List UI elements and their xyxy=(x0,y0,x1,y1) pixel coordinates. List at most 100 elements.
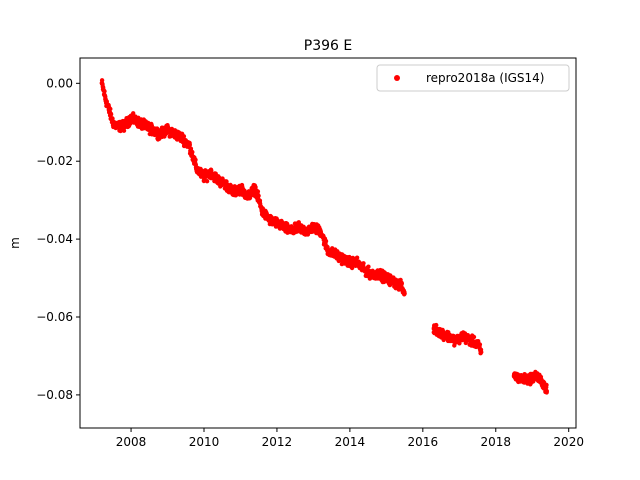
data-point xyxy=(204,179,210,184)
data-point xyxy=(260,209,265,214)
x-tick-label: 2016 xyxy=(408,435,439,449)
data-point xyxy=(121,124,127,129)
data-point xyxy=(107,108,112,113)
legend-box xyxy=(376,64,570,92)
data-point xyxy=(245,194,250,199)
y-tick-label: −0.04 xyxy=(36,232,73,246)
y-tick-label: −0.02 xyxy=(36,154,73,168)
data-point xyxy=(201,174,207,179)
data-point xyxy=(347,260,353,265)
data-point xyxy=(355,260,360,265)
data-point xyxy=(376,272,382,277)
data-point xyxy=(296,225,301,230)
data-point xyxy=(231,190,236,195)
data-point xyxy=(369,272,374,277)
legend: repro2018a (IGS14) xyxy=(376,64,570,92)
data-point xyxy=(187,143,192,148)
data-point xyxy=(150,127,156,133)
data-point xyxy=(434,322,439,328)
data-point xyxy=(303,229,309,234)
data-point xyxy=(165,127,170,133)
data-point xyxy=(446,334,451,339)
data-point xyxy=(143,124,148,129)
data-point xyxy=(453,338,458,343)
data-point xyxy=(193,157,198,162)
y-tick-label: −0.06 xyxy=(36,310,73,324)
data-point xyxy=(340,256,345,261)
data-point xyxy=(431,326,436,331)
data-point xyxy=(471,334,477,340)
data-point xyxy=(402,291,407,296)
data-point xyxy=(223,182,229,187)
data-point xyxy=(128,116,134,121)
data-point xyxy=(102,89,107,94)
y-axis: 0.00 −0.02 −0.04 −0.06 −0.08 xyxy=(36,76,80,402)
data-point xyxy=(544,382,549,388)
plot-area-frame xyxy=(79,57,577,429)
data-point xyxy=(544,388,549,394)
x-tick-label: 2018 xyxy=(480,435,511,449)
x-tick-label: 2014 xyxy=(335,435,366,449)
data-point xyxy=(457,341,462,346)
data-point xyxy=(158,131,163,137)
data-point xyxy=(460,334,466,339)
data-points xyxy=(99,78,549,395)
data-point xyxy=(541,381,546,386)
data-point xyxy=(252,186,258,191)
data-point xyxy=(438,330,444,335)
data-point xyxy=(114,124,119,129)
data-point xyxy=(190,149,195,155)
data-point xyxy=(194,166,199,172)
data-point xyxy=(99,81,105,86)
data-point xyxy=(209,170,214,176)
data-point xyxy=(149,123,154,128)
data-point xyxy=(361,261,366,266)
data-point xyxy=(255,189,261,194)
data-point xyxy=(323,238,329,244)
data-point xyxy=(256,193,261,198)
x-axis: 2008 2010 2012 2014 2016 2018 2020 xyxy=(116,428,584,449)
data-point xyxy=(238,186,243,191)
data-point xyxy=(384,275,389,281)
data-point xyxy=(274,221,280,226)
data-point xyxy=(216,178,221,183)
x-tick-label: 2020 xyxy=(553,435,584,449)
data-point xyxy=(366,264,371,269)
data-point xyxy=(110,120,116,125)
y-tick-label: −0.08 xyxy=(36,388,73,402)
data-point xyxy=(121,128,127,133)
data-point xyxy=(479,349,484,355)
chart-title: P396 E xyxy=(304,38,352,54)
y-tick-label: 0.00 xyxy=(46,76,73,90)
data-point xyxy=(131,111,136,116)
data-point xyxy=(468,338,473,343)
legend-marker xyxy=(394,75,400,81)
data-point xyxy=(526,377,531,382)
legend-label: repro2018a (IGS14) xyxy=(426,71,544,85)
y-axis-label: m xyxy=(8,237,22,249)
data-point xyxy=(519,377,524,382)
data-point xyxy=(333,252,338,257)
data-point xyxy=(533,373,539,378)
data-point xyxy=(311,225,316,230)
data-point xyxy=(108,112,114,117)
data-point xyxy=(398,283,404,288)
data-point xyxy=(391,279,396,285)
data-point xyxy=(179,135,185,140)
data-point xyxy=(475,342,480,347)
data-point xyxy=(318,229,323,234)
data-point xyxy=(511,373,517,378)
data-point xyxy=(282,225,287,230)
data-point xyxy=(172,131,177,137)
data-point xyxy=(267,217,272,222)
data-point xyxy=(136,120,141,125)
data-point xyxy=(325,248,331,253)
x-tick-label: 2010 xyxy=(189,435,220,449)
data-point xyxy=(362,268,367,273)
data-point xyxy=(289,229,294,234)
data-point xyxy=(103,96,108,102)
x-tick-label: 2008 xyxy=(116,435,147,449)
data-point xyxy=(354,255,360,260)
data-point xyxy=(463,340,468,346)
